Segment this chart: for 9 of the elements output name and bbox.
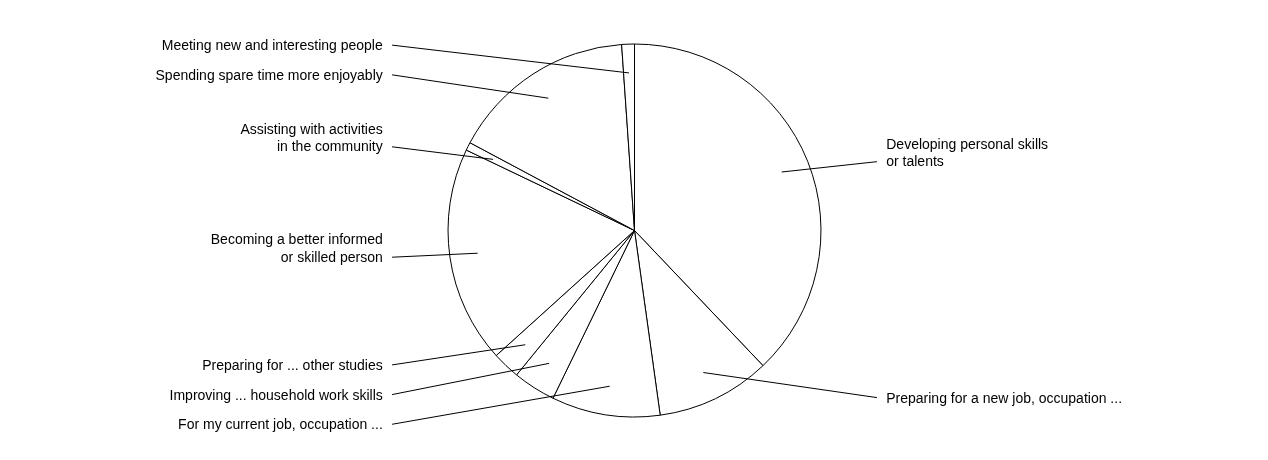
slice-label: Assisting with activities in the community	[240, 120, 383, 155]
slice-label: Meeting new and interesting people	[161, 37, 383, 54]
slice-label: Improving ... household work skills	[169, 386, 383, 403]
slice-label: Preparing for a new job, occupation ...	[886, 389, 1123, 406]
slice-label: For my current job, occupation ...	[178, 416, 383, 433]
slice-label: Preparing for ... other studies	[202, 356, 383, 373]
slice-label: Becoming a better informed or skilled person	[210, 231, 383, 265]
slice-label: Developing personal skills or talents	[886, 135, 1049, 170]
slice-label: Spending spare time more enjoyably	[155, 66, 383, 83]
